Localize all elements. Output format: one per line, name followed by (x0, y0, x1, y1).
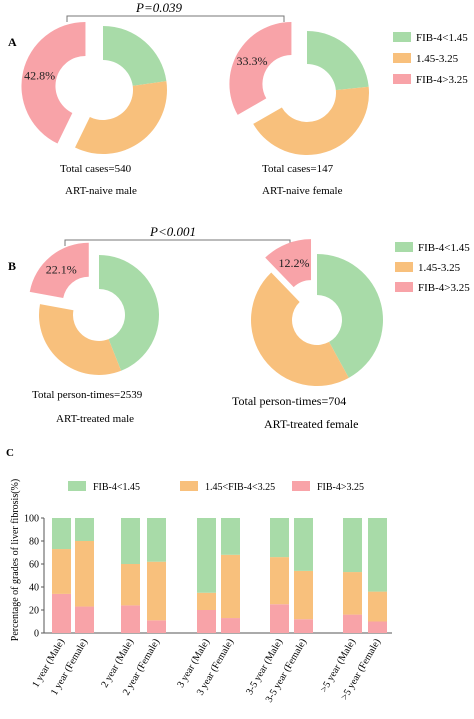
bar-segment-1-45-fib-4-3-25 (197, 592, 216, 610)
total-cases-female: Total cases=147 (262, 163, 334, 175)
donut-slice-fib-4-3-25 (29, 242, 89, 298)
legend-label-fib-4-3-25: FIB-4>3.25 (317, 482, 364, 493)
bar-segment-1-45-fib-4-3-25 (221, 554, 240, 619)
panel-a-label: A (8, 35, 17, 49)
y-tick-label: 40 (29, 583, 39, 594)
donut-slice-fib-4-1-45 (103, 26, 167, 86)
legend-label-fib-4-3-25: FIB-4>3.25 (416, 74, 468, 86)
bar-segment-1-45-fib-4-3-25 (270, 557, 289, 605)
donut-slice-fib-4-1-45 (317, 254, 383, 378)
donut-slice-fib-4-1-45 (99, 255, 160, 371)
y-tick-label: 80 (29, 537, 39, 548)
bar-segment-fib-4-3-25 (368, 621, 387, 633)
bar-segment-fib-4-1-45 (147, 518, 166, 562)
donut-slice-1-45-3-25 (253, 86, 369, 155)
donut-art-treated-female: 12.2% (250, 239, 383, 387)
legend-swatch-fib-4-1-45 (395, 242, 413, 252)
bar-segment-fib-4-3-25 (52, 593, 71, 633)
bar-segment-fib-4-3-25 (121, 605, 140, 633)
panel-a-p-value: P=0.039 (135, 0, 182, 15)
legend-swatch-fib-4-1-45 (393, 32, 411, 42)
legend-label-1-45-fib-4-3-25: 1.45<FIB-4<3.25 (205, 482, 275, 493)
donut-slice-fib-4-3-25 (229, 21, 292, 115)
bar-segment-1-45-fib-4-3-25 (52, 549, 71, 594)
bar-segment-fib-4-1-45 (368, 518, 387, 592)
panel-c: C FIB-4<1.45 1.45<FIB-4<3.25 FIB-4>3.25 0 2… (6, 447, 392, 705)
bar-segment-fib-4-1-45 (121, 518, 140, 564)
donut-art-treated-male: 22.1% (29, 242, 160, 375)
panel-b-label: B (8, 259, 16, 273)
panel-c-label: C (6, 447, 14, 459)
bar-segment-fib-4-1-45 (270, 518, 289, 558)
total-cases-male: Total cases=540 (60, 163, 132, 175)
donut-slice-1-45-3-25 (250, 272, 349, 387)
legend-panel-c: FIB-4<1.45 1.45<FIB-4<3.25 FIB-4>3.25 (68, 481, 364, 493)
bar-segment-fib-4-1-45 (343, 518, 362, 573)
legend-swatch-1-45-3-25 (395, 262, 413, 272)
y-axis-title: Percentage of grades of liver fibrosis(%… (10, 479, 21, 641)
donut-slice-fib-4-1-45 (307, 31, 369, 91)
total-person-times-female: Total person-times=704 (232, 394, 346, 408)
bar-segment-1-45-fib-4-3-25 (294, 570, 313, 620)
caption-art-treated-male: ART-treated male (56, 413, 134, 425)
bar-segment-1-45-fib-4-3-25 (121, 564, 140, 606)
y-tick-label: 0 (34, 629, 39, 640)
y-tick-label: 100 (24, 514, 39, 525)
bar-segment-1-45-fib-4-3-25 (75, 541, 94, 607)
bar-segment-fib-4-3-25 (270, 604, 289, 633)
legend-panel-a: FIB-4<1.45 1.45-3.25 FIB-4>3.25 (393, 32, 468, 86)
legend-label-fib-4-3-25: FIB-4>3.25 (418, 282, 470, 294)
legend-swatch-1-45-fib-4-3-25 (180, 481, 198, 491)
bar-segment-1-45-fib-4-3-25 (343, 572, 362, 615)
caption-art-naive-male: ART-naive male (65, 185, 137, 197)
bar-segment-fib-4-1-45 (221, 518, 240, 555)
total-person-times-male: Total person-times=2539 (32, 389, 143, 401)
legend-label-1-45-3-25: 1.45-3.25 (416, 53, 459, 65)
donut-art-naive-female: 33.3% (229, 21, 369, 155)
bar-segment-fib-4-3-25 (294, 619, 313, 633)
bar-segment-fib-4-1-45 (52, 518, 71, 550)
legend-label-1-45-3-25: 1.45-3.25 (418, 262, 461, 274)
legend-swatch-fib-4-3-25 (292, 481, 310, 491)
y-tick-label: 60 (29, 560, 39, 571)
caption-art-naive-female: ART-naive female (262, 185, 343, 197)
panel-b: B P<0.001 22.1% 12.2% Total person-times… (8, 224, 470, 431)
donut-art-naive-male: 42.8% (21, 21, 167, 154)
bar-segment-fib-4-3-25 (197, 610, 216, 633)
legend-label-fib-4-1-45: FIB-4<1.45 (418, 242, 470, 254)
panel-b-p-value: P<0.001 (149, 224, 196, 239)
bar-segment-fib-4-1-45 (294, 518, 313, 571)
donut-slice-1-45-3-25 (75, 81, 167, 154)
donut-slice-1-45-3-25 (39, 304, 122, 375)
legend-label-fib-4-1-45: FIB-4<1.45 (93, 482, 140, 493)
slice-data-label: 33.3% (237, 54, 268, 68)
panel-a: A P=0.039 42.8% 33.3% Total cases=540 AR… (8, 0, 468, 197)
legend-swatch-1-45-3-25 (393, 53, 411, 63)
legend-swatch-fib-4-3-25 (393, 74, 411, 84)
panel-a-bracket (66, 15, 285, 22)
caption-art-treated-female: ART-treated female (264, 417, 358, 431)
bar-segment-fib-4-1-45 (197, 518, 216, 593)
legend-label-fib-4-1-45: FIB-4<1.45 (416, 32, 468, 44)
legend-swatch-fib-4-3-25 (395, 282, 413, 292)
slice-data-label: 12.2% (279, 256, 310, 270)
bar-segment-1-45-fib-4-3-25 (368, 591, 387, 622)
legend-panel-b: FIB-4<1.45 1.45-3.25 FIB-4>3.25 (395, 242, 470, 294)
bar-segment-fib-4-3-25 (221, 618, 240, 633)
bar-segment-fib-4-3-25 (75, 606, 94, 633)
slice-data-label: 42.8% (24, 68, 55, 82)
bar-segment-1-45-fib-4-3-25 (147, 561, 166, 621)
legend-swatch-fib-4-1-45 (68, 481, 86, 491)
bar-segment-fib-4-1-45 (75, 518, 94, 541)
donut-slice-fib-4-3-25 (21, 21, 86, 144)
bar-segment-fib-4-3-25 (147, 620, 166, 633)
bar-segment-fib-4-3-25 (343, 614, 362, 633)
y-tick-label: 20 (29, 606, 39, 617)
panel-b-bracket (64, 239, 291, 246)
donut-slice-fib-4-3-25 (265, 239, 312, 288)
slice-data-label: 22.1% (46, 263, 77, 277)
